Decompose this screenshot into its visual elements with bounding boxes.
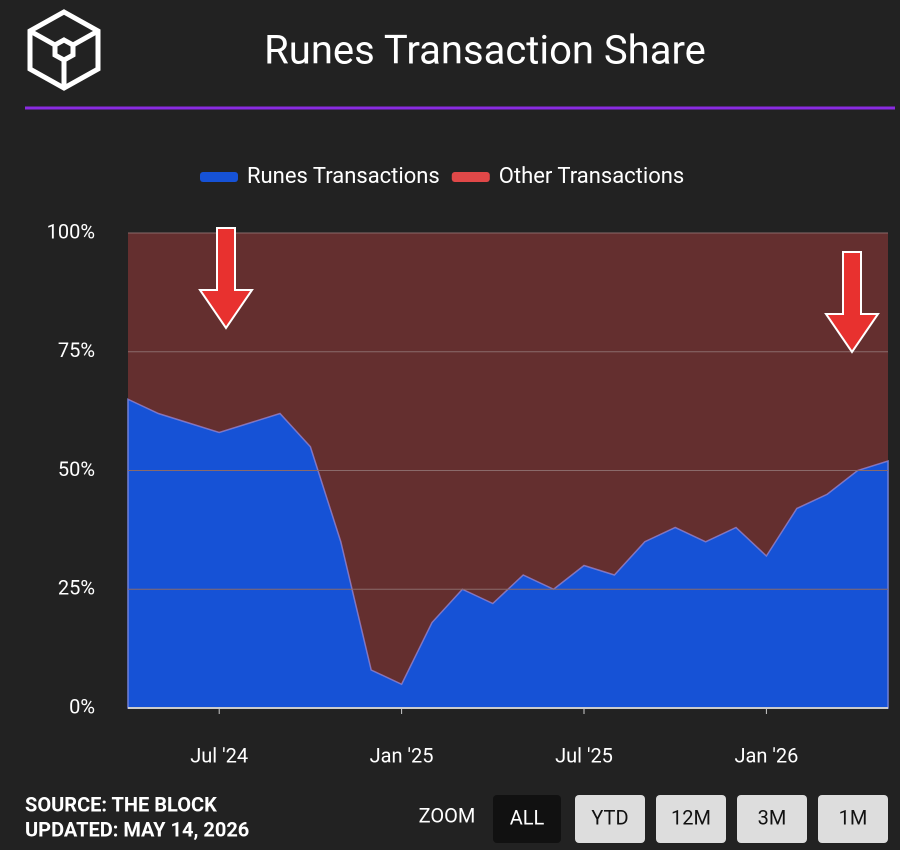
y-tick-label: 0%	[69, 694, 95, 718]
legend-label: Runes Transactions	[247, 164, 440, 189]
logo	[27, 9, 101, 91]
area-1	[128, 233, 888, 685]
zoom-button[interactable]	[656, 795, 726, 843]
x-tick-label: Jan '25	[370, 743, 434, 767]
zoom-button[interactable]	[737, 795, 807, 843]
zoom-buttons: ALL YTD 12M 3M 1M	[493, 795, 888, 843]
plot-area	[127, 232, 889, 709]
x-tick-label: Jul '25	[555, 743, 613, 767]
legend-label: Other Transactions	[499, 164, 685, 189]
zoom-button-label[interactable]: ALL	[510, 805, 545, 829]
updated: UPDATED: MAY 14, 2026	[25, 817, 249, 841]
legend-swatch	[451, 172, 490, 182]
y-tick-label: 75%	[58, 338, 95, 362]
zoom-button-label[interactable]: 3M	[758, 805, 787, 829]
annotation-arrow	[198, 227, 880, 354]
x-tick-label: Jul '24	[190, 743, 248, 767]
legend-swatch	[200, 172, 238, 182]
zoom-button-label[interactable]: 1M	[839, 805, 868, 829]
page-title: Runes Transaction Share	[264, 27, 706, 74]
y-tick-label: 100%	[47, 219, 95, 243]
y-tick-label: 50%	[58, 457, 95, 481]
source: SOURCE: THE BLOCK	[25, 792, 217, 816]
zoom-button-label[interactable]: YTD	[591, 805, 628, 829]
zoom-button-label[interactable]: 12M	[671, 805, 711, 829]
zoom-label: ZOOM	[419, 803, 476, 827]
y-tick-label: 25%	[58, 576, 95, 600]
zoom-button[interactable]	[493, 795, 561, 843]
zoom-button[interactable]	[818, 795, 888, 843]
x-tick-label: Jan '26	[734, 743, 798, 767]
zoom-button[interactable]	[575, 795, 645, 843]
